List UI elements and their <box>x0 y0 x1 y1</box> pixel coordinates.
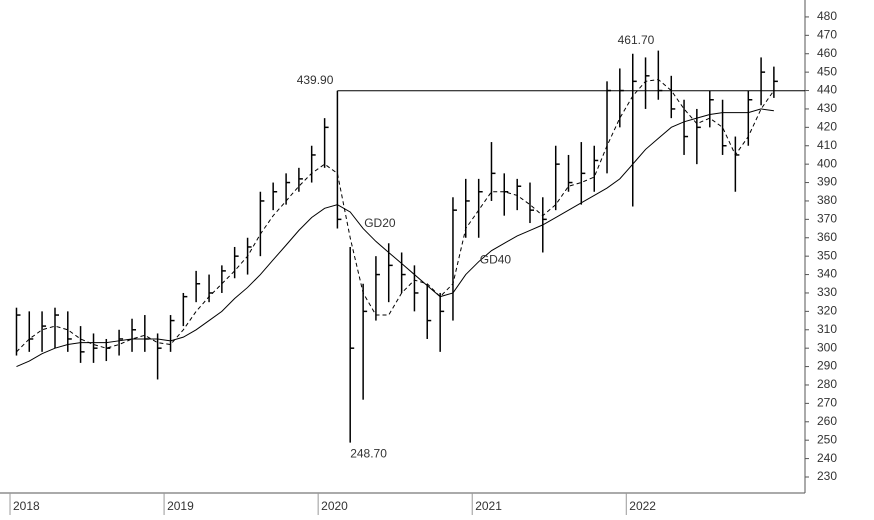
moving-average <box>16 78 775 353</box>
x-tick-label: 2019 <box>167 499 194 513</box>
y-tick-label: 310 <box>817 322 837 336</box>
y-tick-label: 370 <box>817 212 837 226</box>
y-tick-label: 300 <box>817 340 837 354</box>
x-tick-label: 2020 <box>321 499 348 513</box>
y-tick-label: 400 <box>817 156 837 170</box>
y-tick-label: 410 <box>817 138 837 152</box>
y-tick-label: 260 <box>817 414 837 428</box>
y-tick-label: 350 <box>817 248 837 262</box>
annotation: 461.70 <box>618 33 655 47</box>
y-tick-label: 450 <box>817 64 837 78</box>
annotation: 439.90 <box>297 73 334 87</box>
y-tick-label: 390 <box>817 175 837 189</box>
y-tick-label: 330 <box>817 285 837 299</box>
y-tick-label: 280 <box>817 377 837 391</box>
y-tick-label: 470 <box>817 28 837 42</box>
y-tick-label: 360 <box>817 230 837 244</box>
y-tick-label: 290 <box>817 359 837 373</box>
series-label: GD20 <box>364 216 396 230</box>
moving-average <box>16 108 774 368</box>
y-tick-label: 380 <box>817 193 837 207</box>
series-label: GD40 <box>480 253 512 267</box>
y-tick-label: 480 <box>817 9 837 23</box>
x-tick-label: 2021 <box>475 499 502 513</box>
y-tick-label: 430 <box>817 101 837 115</box>
y-tick-label: 230 <box>817 469 837 483</box>
x-tick-label: 2022 <box>629 499 656 513</box>
y-tick-label: 240 <box>817 451 837 465</box>
y-tick-label: 340 <box>817 267 837 281</box>
y-tick-label: 420 <box>817 120 837 134</box>
x-tick-label: 2018 <box>13 499 40 513</box>
y-tick-label: 320 <box>817 304 837 318</box>
y-tick-label: 250 <box>817 432 837 446</box>
y-tick-label: 270 <box>817 396 837 410</box>
y-tick-label: 440 <box>817 83 837 97</box>
annotation: 248.70 <box>350 447 387 461</box>
y-tick-label: 460 <box>817 46 837 60</box>
